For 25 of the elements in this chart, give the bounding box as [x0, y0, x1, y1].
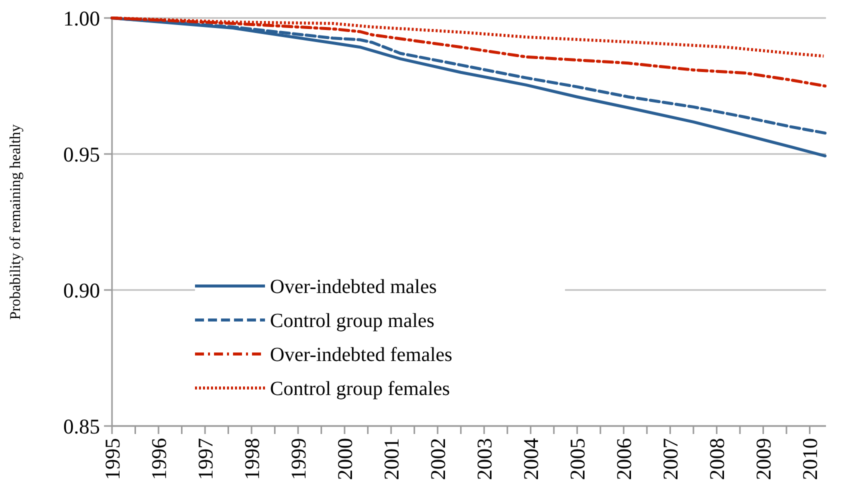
x-tick-label: 1996	[146, 438, 171, 480]
x-tick-label: 2008	[705, 438, 730, 480]
x-tick-label: 2006	[612, 438, 636, 480]
y-axis-title: Probability of remaining healthy	[8, 124, 24, 320]
legend-label: Over-indebted females	[270, 344, 453, 366]
x-tick-label: 2005	[565, 438, 590, 480]
x-tick-label: 1995	[100, 438, 124, 480]
x-tick-label: 2003	[472, 438, 496, 480]
x-tick-label: 2002	[426, 438, 450, 480]
x-tick-label: 2007	[658, 438, 683, 480]
x-tick-label: 2009	[752, 438, 776, 480]
y-tick-label: 0.85	[63, 414, 100, 438]
x-tick-label: 2001	[379, 438, 404, 480]
x-tick-label: 2000	[332, 438, 357, 480]
x-tick-label: 1999	[286, 438, 310, 480]
x-tick-label: 1997	[193, 438, 218, 480]
legend-label: Control group females	[270, 378, 450, 400]
legend-label: Control group males	[270, 310, 435, 332]
y-tick-label: 0.95	[63, 142, 100, 166]
x-tick-label: 2010	[798, 438, 822, 480]
x-tick-label: 2004	[518, 438, 543, 480]
x-tick-label: 1998	[240, 438, 264, 480]
y-tick-label: 1.00	[63, 6, 100, 30]
legend-label: Over-indebted males	[270, 276, 437, 298]
y-tick-label: 0.90	[63, 278, 100, 302]
